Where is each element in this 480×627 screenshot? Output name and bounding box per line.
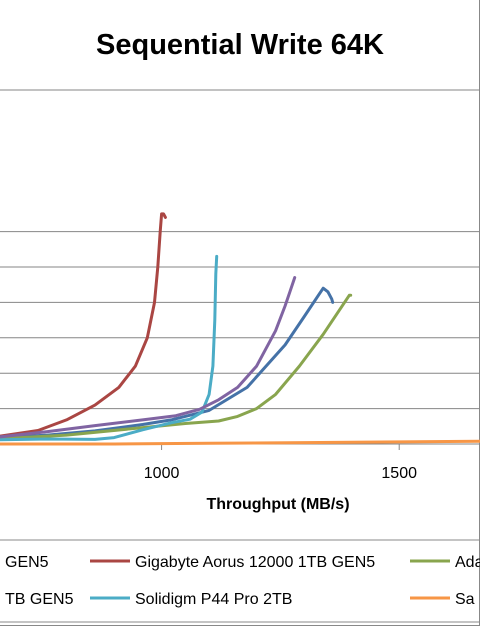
x-tick-label-0: 1000	[144, 465, 180, 482]
legend-label-1-0: TB GEN5	[5, 591, 74, 608]
legend-label-1-1: Solidigm P44 Pro 2TB	[135, 591, 292, 608]
x-axis-ticks: 1000 1500	[144, 444, 417, 482]
legend-label-0-2: Ada	[455, 554, 480, 571]
legend-label-1-2: Sa	[455, 591, 475, 608]
legend-label-0-1: Gigabyte Aorus 12000 1TB GEN5	[135, 554, 375, 571]
series-line-3	[0, 254, 219, 442]
legend-box	[0, 539, 480, 623]
x-tick-label-1: 1500	[381, 465, 417, 482]
legend: GEN5 Gigabyte Aorus 12000 1TB GEN5 Ada TB G…	[5, 554, 480, 608]
series-line-5	[0, 439, 480, 446]
series-line-1	[0, 212, 167, 438]
gridlines	[0, 231, 480, 410]
series-line-2	[0, 293, 353, 441]
series-lines	[0, 212, 480, 446]
series-line-0	[0, 286, 335, 440]
legend-label-0-0: GEN5	[5, 554, 49, 571]
series-line-4	[0, 276, 297, 439]
x-axis-title: Throughput (MB/s)	[206, 496, 349, 513]
chart-title: Sequential Write 64K	[96, 29, 384, 61]
